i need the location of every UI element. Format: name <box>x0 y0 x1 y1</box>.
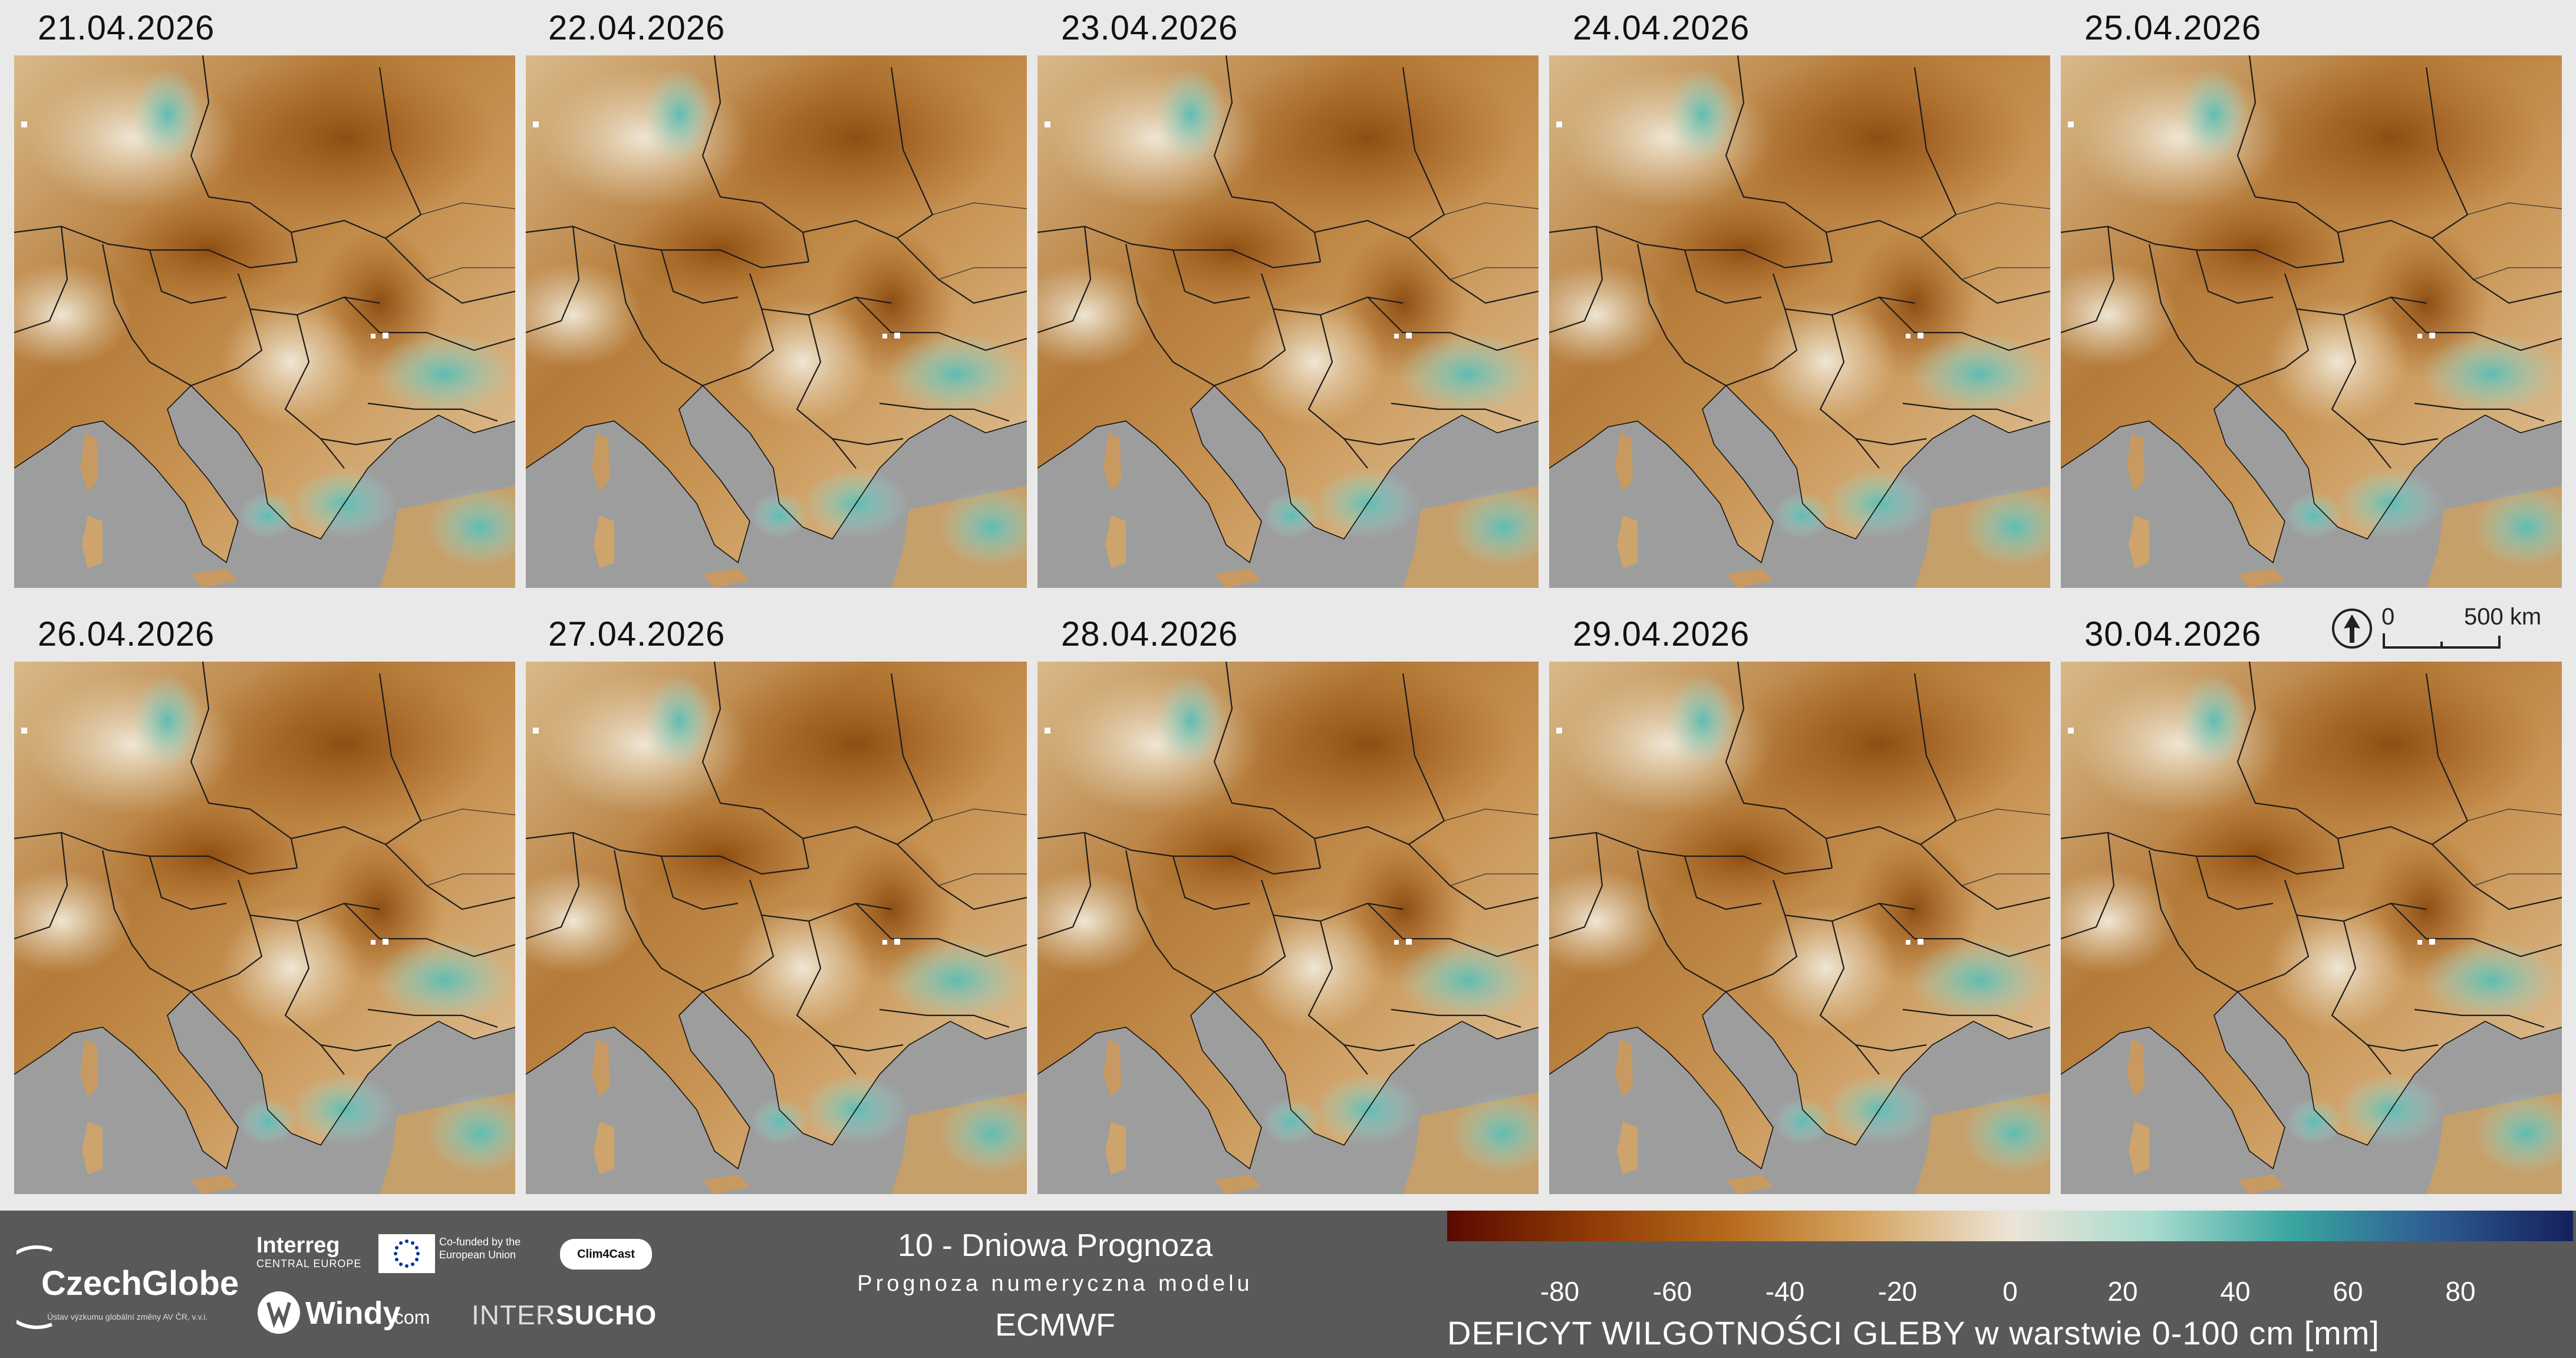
czechglobe-logo-subtitle: Ústav výzkumu globální změny AV ČR, v.v.… <box>47 1312 208 1321</box>
eu-flag-icon <box>378 1234 435 1273</box>
colorbar-tick-label: -20 <box>1877 1276 1918 1307</box>
intersucho-logo: INTERSUCHO <box>472 1299 657 1331</box>
interreg-logo-subtitle: CENTRAL EUROPE <box>256 1258 362 1270</box>
map-panel-29-04 <box>1549 662 2050 1194</box>
interreg-logo-text: Interreg <box>256 1233 340 1258</box>
colorbar-tick-label: 40 <box>2220 1276 2251 1307</box>
windy-logo-domain: .com <box>389 1307 430 1328</box>
clim4cast-logo: Clim4Cast <box>560 1239 652 1270</box>
colorbar-tick-label: -60 <box>1652 1276 1692 1307</box>
panel-date: 29.04.2026 <box>1573 615 1750 653</box>
north-arrow-icon <box>2332 609 2372 649</box>
eu-cofunded-text: Co-funded by the European Union <box>439 1236 521 1261</box>
colorbar-tick-label: -40 <box>1765 1276 1805 1307</box>
scale-end-label: 500 km <box>2464 604 2542 630</box>
map-panel-27-04 <box>526 662 1027 1194</box>
forecast-subtitle: Prognoza numeryczna modelu <box>857 1271 1253 1296</box>
scale-bar-line <box>2383 633 2501 649</box>
legend-title: DEFICYT WILGOTNOŚCI GLEBY w warstwie 0-1… <box>1447 1314 2380 1352</box>
footer-bar: CzechGlobe Ústav výzkumu globální změny … <box>0 1211 2576 1358</box>
colorbar-tick-label: -80 <box>1540 1276 1580 1307</box>
map-panel-28-04 <box>1037 662 1539 1194</box>
colorbar-tick-label: 80 <box>2445 1276 2476 1307</box>
panel-date: 25.04.2026 <box>2084 9 2262 47</box>
panel-date: 30.04.2026 <box>2084 615 2262 653</box>
map-panel-21-04 <box>14 55 515 588</box>
map-panel-30-04 <box>2061 662 2562 1194</box>
forecast-model: ECMWF <box>995 1307 1115 1343</box>
panel-date: 23.04.2026 <box>1061 9 1238 47</box>
panel-date: 22.04.2026 <box>548 9 726 47</box>
colorbar-tick-label: 20 <box>2107 1276 2138 1307</box>
czechglobe-logo-text: CzechGlobe <box>41 1264 239 1303</box>
intersucho-logo-part2: SUCHO <box>556 1300 657 1330</box>
map-panel-24-04 <box>1549 55 2050 588</box>
colorbar <box>1447 1211 2573 1241</box>
map-panel-22-04 <box>526 55 1027 588</box>
panel-date: 26.04.2026 <box>38 615 215 653</box>
map-panel-25-04 <box>2061 55 2562 588</box>
windy-logo-text: Windy <box>305 1295 401 1331</box>
colorbar-tick-label: 60 <box>2333 1276 2363 1307</box>
map-panel-23-04 <box>1037 55 1539 588</box>
forecast-title: 10 - Dniowa Prognoza <box>897 1228 1213 1263</box>
panel-date: 24.04.2026 <box>1573 9 1750 47</box>
scale-start-label: 0 <box>2381 604 2395 630</box>
colorbar-tick-label: 0 <box>2002 1276 2018 1307</box>
intersucho-logo-part1: INTER <box>472 1300 556 1330</box>
panel-date: 28.04.2026 <box>1061 615 1238 653</box>
map-panel-26-04 <box>14 662 515 1194</box>
panel-date: 27.04.2026 <box>548 615 726 653</box>
windy-logo-icon <box>258 1291 300 1334</box>
panel-date: 21.04.2026 <box>38 9 215 47</box>
czechglobe-logo-icon <box>17 1245 53 1329</box>
